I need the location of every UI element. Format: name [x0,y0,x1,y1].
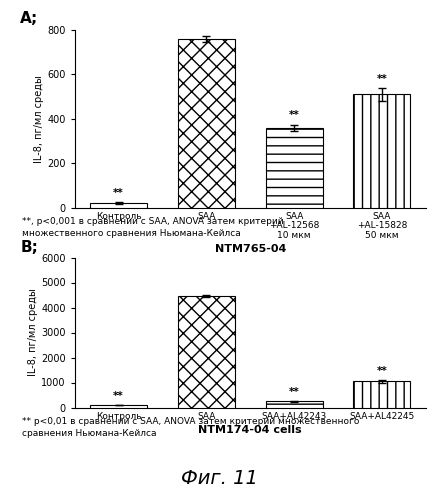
Bar [265,128,322,208]
Bar [177,39,234,207]
Y-axis label: IL-8, пг/мл среды: IL-8, пг/мл среды [34,75,44,162]
Text: **: ** [288,110,299,120]
Bar [265,401,322,407]
Bar [177,296,234,408]
Text: **: ** [113,391,124,401]
Text: Фиг. 11: Фиг. 11 [180,468,258,487]
Y-axis label: IL-8, пг/мл среды: IL-8, пг/мл среды [28,288,38,376]
Bar [353,94,410,208]
Text: **: ** [288,387,299,397]
Text: **: ** [376,74,386,84]
X-axis label: NTM174-04 cells: NTM174-04 cells [198,425,301,435]
Text: **: ** [376,366,386,376]
Bar [90,405,147,407]
Text: **, p<0,001 в сравнении с SAA, ANOVA затем критерий
множественного сравнения Нью: **, p<0,001 в сравнении с SAA, ANOVA зат… [22,218,283,238]
Text: **: ** [113,188,124,198]
Text: A;: A; [20,12,39,26]
Bar [353,381,410,407]
Bar [90,203,147,207]
Text: B;: B; [20,240,38,254]
Text: ** p<0,01 в сравнении с SAA, ANOVA затем критерий множественного
сравнения Ньюма: ** p<0,01 в сравнении с SAA, ANOVA затем… [22,418,359,438]
X-axis label: NTM765-04: NTM765-04 [214,244,285,254]
